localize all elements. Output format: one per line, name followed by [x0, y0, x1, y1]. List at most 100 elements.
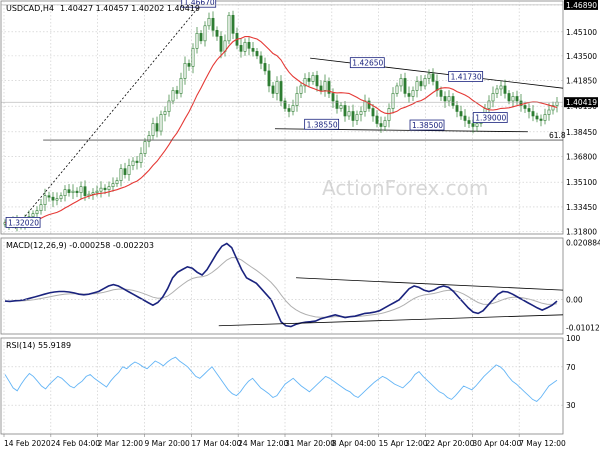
candle-body — [407, 93, 411, 97]
candle-body — [519, 100, 523, 106]
price-annotation-label: 1.42650 — [352, 59, 383, 68]
candle-body — [123, 168, 127, 175]
x-tick-label: 24 Feb 04:00 — [51, 439, 100, 448]
candle-body — [207, 17, 211, 27]
candle-body — [447, 96, 451, 102]
candle-body — [459, 111, 463, 117]
x-axis: 14 Feb 2020 24 Feb 04:002 Mar 12:00 9 Mar … — [3, 434, 566, 448]
candle-body — [451, 96, 455, 106]
candle-body — [415, 81, 419, 91]
candle-body — [535, 115, 539, 120]
price-annotation-box — [304, 118, 340, 130]
candle-body — [287, 108, 291, 112]
candle-body — [175, 90, 179, 94]
candle-body — [391, 93, 395, 109]
candle-body — [143, 141, 147, 154]
price-y-ticks: 1.318001.334501.351001.368001.384501.401… — [1, 0, 598, 237]
candle-body — [471, 123, 475, 127]
price-y-tick-label: 1.41850 — [566, 77, 597, 86]
x-tick-label: 14 Feb 2020 — [4, 439, 51, 448]
candle-body — [31, 213, 35, 218]
price-highlight-label: 1.46890 — [566, 1, 597, 10]
candle-body — [403, 78, 407, 94]
price-annotation-label: 1.46670 — [184, 0, 215, 7]
candle-body — [63, 189, 67, 196]
candle-body — [431, 73, 435, 82]
candle-body — [323, 81, 327, 91]
candle-body — [139, 153, 143, 163]
candle-body — [551, 105, 555, 111]
candle-body — [255, 51, 259, 57]
candle-body — [147, 135, 151, 142]
macd-panel: 0.020884 0.00 -0.010121 MACD(12,26,9) -0.0… — [0, 237, 600, 335]
candle-body — [555, 101, 559, 106]
candle-body — [443, 96, 447, 102]
rsi-panel: 30 70 100 RSI(14) 55.9189 — [0, 334, 581, 435]
macd-signal-line — [5, 256, 558, 318]
candle-body — [263, 63, 267, 72]
candle-body — [119, 168, 123, 181]
price-annotation-box — [448, 71, 484, 82]
candle-body — [335, 100, 339, 109]
candle-body — [135, 160, 139, 163]
candle-body — [395, 85, 399, 94]
candle-body — [419, 81, 423, 87]
price-y-tick-label: 1.36800 — [566, 153, 597, 162]
candle-body — [387, 108, 391, 121]
candle-body — [251, 48, 255, 52]
candle-body — [527, 108, 531, 112]
candle-body — [307, 78, 311, 82]
price-y-tick-label: 1.45100 — [566, 28, 597, 37]
ohlc-label: 1.40427 1.40457 1.40202 1.40419 — [60, 4, 200, 13]
candle-body — [275, 81, 279, 94]
candle-body — [359, 111, 363, 115]
candle-body — [327, 81, 331, 94]
macd-label: MACD(12,26,9) -0.000258 -0.002203 — [6, 241, 154, 250]
candle-body — [351, 111, 355, 121]
candle-body — [303, 78, 307, 87]
candle-body — [199, 33, 203, 42]
price-trendline — [14, 7, 199, 229]
candle-body — [111, 183, 115, 187]
price-y-tick-label: 1.33450 — [566, 203, 597, 212]
candle-body — [411, 90, 415, 97]
candle-body — [355, 114, 359, 121]
candle-body — [259, 55, 263, 64]
candle-body — [51, 196, 55, 201]
macd-trendlines — [218, 277, 564, 327]
candle-body — [291, 105, 295, 112]
price-highlight-box — [564, 0, 598, 10]
candle-body — [507, 93, 511, 102]
candle-body — [203, 25, 207, 42]
candle-body — [131, 160, 135, 166]
macd-y-ticks: 0.020884 0.00 -0.010121 — [1, 238, 600, 332]
x-tick-label: 7 May 12:00 — [519, 439, 566, 448]
candle-body — [383, 120, 387, 127]
x-tick-label: 31 Mar 20:00 — [285, 439, 335, 448]
candle-body — [55, 198, 59, 201]
candle-body — [167, 100, 171, 112]
candle-body — [247, 42, 251, 49]
macd-line — [4, 242, 558, 328]
price-annotations: 1.46670 1.42650 1.41730 1.38550 1.38500 1.390… — [5, 0, 508, 228]
candle-body — [227, 14, 231, 42]
candle-body — [319, 85, 323, 91]
candle-body — [59, 195, 63, 199]
candle-body — [487, 100, 491, 109]
x-tick-label: 30 Apr 04:00 — [472, 439, 521, 448]
candle-body — [499, 85, 503, 90]
candle-body — [191, 48, 195, 67]
candle-body — [83, 186, 87, 196]
rsi-label: RSI(14) 55.9189 — [6, 341, 71, 350]
macd-y-tick-label: 0.00 — [566, 296, 583, 305]
candle-body — [91, 192, 95, 195]
rsi-y-ticks: 30 70 100 — [566, 334, 581, 410]
price-highlight-label: 1.40419 — [566, 98, 597, 107]
candle-body — [463, 115, 467, 121]
macd-trendline — [296, 277, 564, 291]
candle-body — [539, 118, 543, 121]
price-highlight-box — [564, 97, 598, 108]
price-annotation-label: 1.32020 — [8, 218, 39, 227]
candle-body — [271, 85, 275, 94]
price-annotation-label: 1.39000 — [475, 114, 506, 123]
